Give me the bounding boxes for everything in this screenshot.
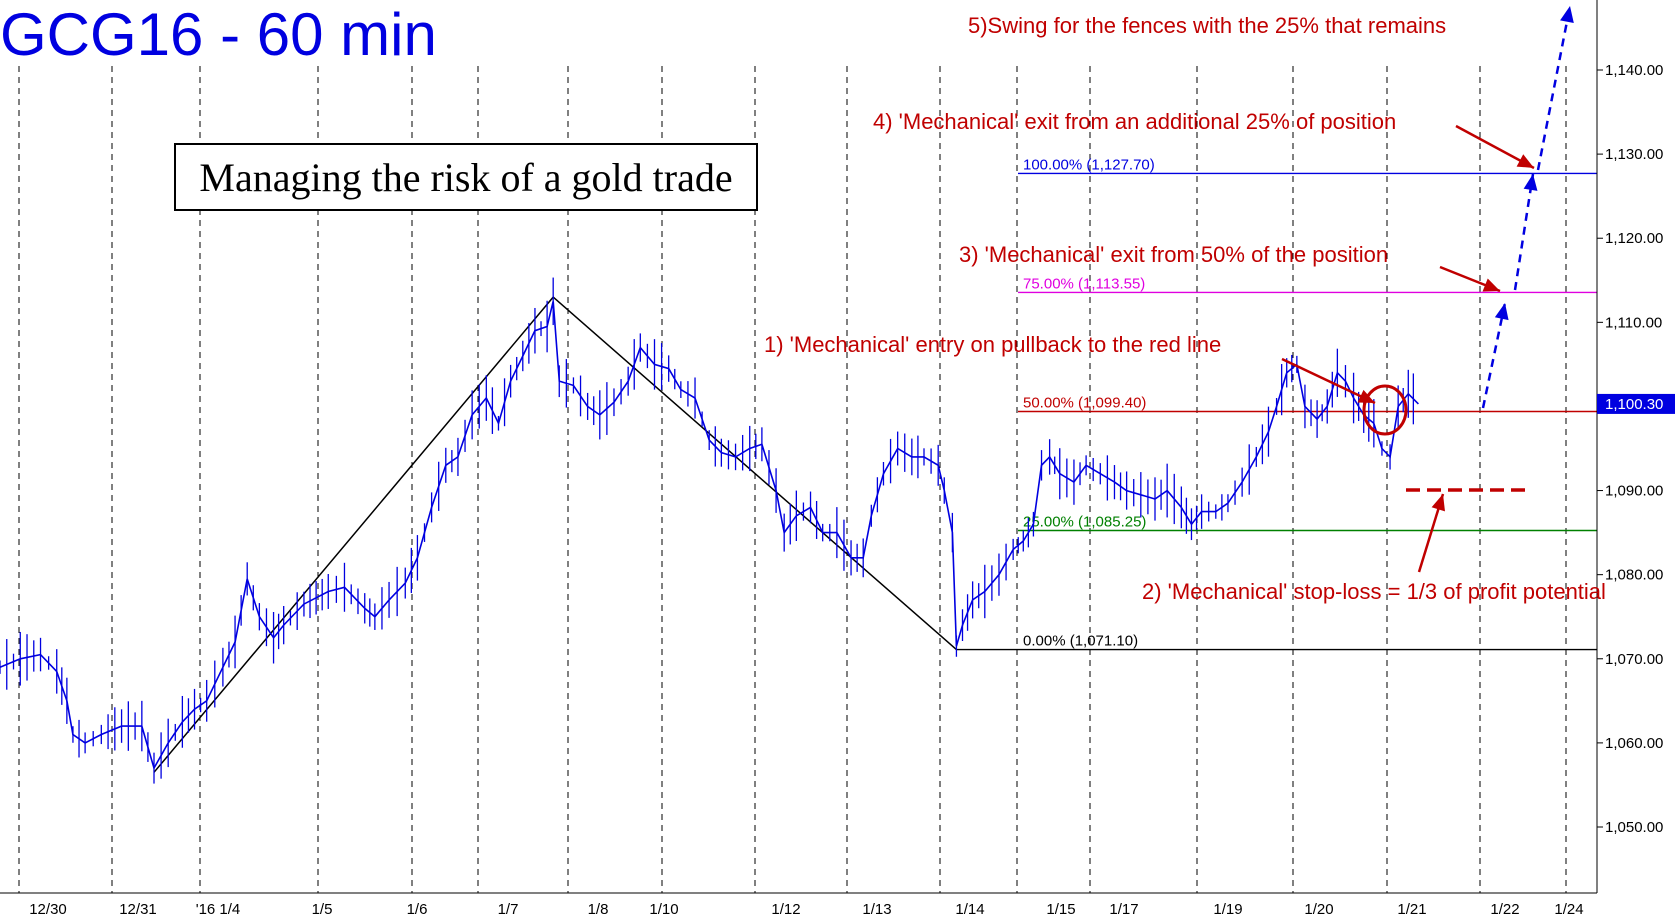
fib-level-label: 0.00% (1,071.10)	[1023, 633, 1138, 650]
x-tick-label: 1/13	[862, 901, 891, 918]
projection-arrow-2-head	[1523, 174, 1538, 191]
price-series	[0, 277, 1419, 784]
x-tick-label: 1/12	[771, 901, 800, 918]
exit50-arrow-head	[1482, 278, 1500, 292]
y-tick-label: 1,050.00	[1605, 819, 1663, 836]
projection-arrow-1	[1481, 302, 1509, 409]
annotation-exit-50: 3) 'Mechanical' exit from 50% of the pos…	[959, 242, 1388, 267]
projection-arrow-2-shaft	[1513, 173, 1535, 291]
projection-arrow-1-shaft	[1481, 302, 1507, 409]
x-tick-label: 12/30	[29, 901, 67, 918]
fib-level-label: 75.00% (1,113.55)	[1023, 275, 1145, 292]
x-tick-label: 1/5	[312, 901, 333, 918]
fib-level-label: 50.00% (1,099.40)	[1023, 394, 1146, 411]
x-tick-label: 1/20	[1304, 901, 1333, 918]
annotation-arrows	[1281, 5, 1574, 573]
projection-arrow-1-head	[1494, 303, 1509, 321]
x-tick-label: 1/6	[407, 901, 428, 918]
exit25-arrow	[1455, 124, 1535, 170]
entry-circle	[1362, 384, 1408, 436]
annotation-entry: 1) 'Mechanical' entry on pullback to the…	[764, 332, 1221, 357]
x-tick-label: 1/8	[588, 901, 609, 918]
projection-arrow-2	[1513, 173, 1538, 291]
exit50-arrow	[1439, 265, 1501, 293]
annotation-swing: 5)Swing for the fences with the 25% that…	[968, 13, 1446, 38]
fib-level-label: 25.00% (1,085.25)	[1023, 514, 1146, 531]
y-tick-label: 1,090.00	[1605, 483, 1663, 500]
x-tick-label: '16 1/4	[196, 901, 241, 918]
y-tick-label: 1,080.00	[1605, 567, 1663, 584]
x-tick-label: 1/21	[1397, 901, 1426, 918]
x-tick-label: 1/17	[1109, 901, 1138, 918]
entry-arrow-shaft	[1281, 357, 1376, 405]
annotation-exit-25: 4) 'Mechanical' exit from an additional …	[873, 109, 1396, 134]
x-tick-label: 1/10	[649, 901, 678, 918]
projection-arrow-3	[1536, 5, 1574, 171]
x-tick-label: 1/22	[1490, 901, 1519, 918]
last-price-tag	[1597, 393, 1675, 414]
x-tick-label: 1/19	[1213, 901, 1242, 918]
entry-arrow	[1281, 357, 1376, 405]
fibonacci-levels: 100.00% (1,127.70) 75.00% (1,113.55) 50.00…	[956, 156, 1597, 651]
stop-arrow	[1417, 493, 1445, 573]
chart-title: GCG16 - 60 min	[0, 1, 437, 68]
entry-arrow-head	[1357, 389, 1375, 403]
stop-arrow-head	[1431, 494, 1445, 512]
y-tick-label: 1,120.00	[1605, 230, 1663, 247]
projection-arrow-3-head	[1560, 6, 1574, 24]
annotation-stop-loss: 2) 'Mechanical' stop-loss = 1/3 of profi…	[1142, 579, 1606, 604]
swing-trendline	[153, 296, 957, 773]
y-tick-label: 1,060.00	[1605, 735, 1663, 752]
projection-arrow-3-shaft	[1536, 5, 1572, 171]
last-price-label: 1,100.30	[1605, 396, 1663, 413]
fib-level-label: 100.00% (1,127.70)	[1023, 156, 1155, 173]
exit25-arrow-head	[1516, 154, 1534, 168]
x-tick-label: 12/31	[119, 901, 157, 918]
x-tick-label: 1/15	[1046, 901, 1075, 918]
y-tick-label: 1,130.00	[1605, 146, 1663, 163]
swing-lines	[153, 296, 957, 773]
callout-title: Managing the risk of a gold trade	[199, 154, 733, 200]
x-tick-label: 1/7	[498, 901, 519, 918]
chart-callout-box: Managing the risk of a gold trade	[174, 143, 758, 211]
price-line	[0, 301, 1419, 771]
y-tick-label: 1,140.00	[1605, 62, 1663, 79]
x-tick-label: 1/14	[955, 901, 984, 918]
x-tick-label: 1/24	[1554, 901, 1583, 918]
y-tick-label: 1,110.00	[1605, 314, 1662, 331]
y-tick-label: 1,070.00	[1605, 651, 1663, 668]
